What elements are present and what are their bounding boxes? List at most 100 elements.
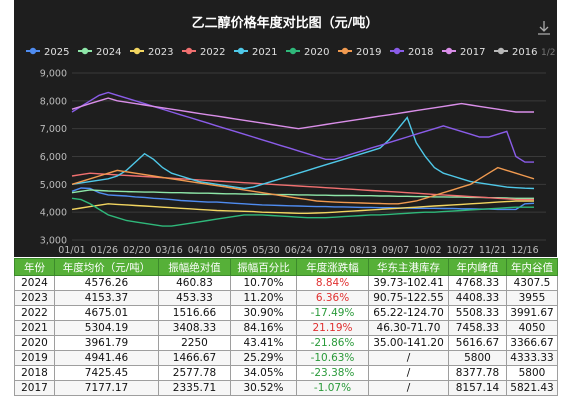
legend: 2025 2024 2023 2022 2021 2020 2019 2018 2017 2016…	[26, 47, 555, 58]
table-cell-avg: 5304.19	[54, 320, 159, 336]
table-row: 2019 4941.46 1466.67 25.29% -10.63%/5800 4333…	[14, 350, 558, 366]
table-cell-stock: 90.75-122.55	[368, 290, 449, 306]
series-line-2020	[71, 197, 534, 227]
table-cell-amp_abs: 2335.71	[158, 380, 231, 396]
grid	[72, 72, 546, 241]
table-cell-peak: 5616.67	[448, 335, 507, 351]
legend-item-2019[interactable]: 2019	[338, 47, 381, 58]
column-header: 年内谷值	[506, 258, 558, 276]
legend-item-2023[interactable]: 2023	[130, 47, 173, 58]
table-cell-amp_abs: 460.83	[158, 275, 231, 291]
table-cell-stock: 46.30-71.70	[368, 320, 449, 336]
chart-panel: 乙二醇价格年度对比图（元/吨） 2025 2024 2023 2022 2021 2020…	[14, 0, 557, 257]
legend-label: 2021	[252, 47, 277, 58]
legend-label: 2020	[304, 47, 329, 58]
x-tick-label: 04/10	[188, 245, 215, 256]
table-cell-amp_pct: 25.29%	[230, 350, 297, 366]
legend-pager[interactable]: 1/2	[541, 48, 555, 58]
series-line-2025	[71, 187, 535, 211]
table-cell-change: -23.38%	[296, 365, 369, 381]
table-cell-stock: /	[368, 380, 449, 396]
table-header-row: 年份 年度均价（元/吨） 振幅绝对值 振幅百分比 年度涨跌幅 华东主港库存 年内峰值 年内谷值	[14, 258, 558, 276]
table-cell-amp_abs: 2577.78	[158, 365, 231, 381]
table-row: 2017 7177.17 2335.71 30.52% -1.07%/8157.14 58…	[14, 380, 558, 396]
table-cell-amp_abs: 1516.66	[158, 305, 231, 321]
line-chart: 乙二醇价格年度对比图（元/吨） 2025 2024 2023 2022 2021 2020…	[26, 15, 555, 256]
table-row: 2024 4576.26 460.83 10.70% 8.84% 39.73-102.41…	[14, 275, 558, 291]
x-tick-label: 10/02	[414, 245, 441, 256]
series-lines	[71, 91, 535, 227]
x-tick-label: 05/05	[220, 245, 247, 256]
table-cell-avg: 4153.37	[54, 290, 159, 306]
table-row: 2023 4153.37 453.33 11.20% 6.36% 90.75-122.55…	[14, 290, 558, 306]
table-cell-change: -17.49%	[296, 305, 369, 321]
y-tick-label: 5,000	[40, 180, 67, 191]
y-tick-label: 7,000	[40, 124, 67, 135]
column-header: 年度均价（元/吨）	[54, 258, 159, 276]
table-cell-trough: 3991.67	[506, 305, 558, 321]
download-icon[interactable]	[538, 21, 550, 35]
table-cell-stock: 35.00-141.20	[368, 335, 449, 351]
x-tick-label: 08/13	[349, 245, 376, 256]
table-cell-avg: 3961.79	[54, 335, 159, 351]
x-tick-label: 03/16	[155, 245, 182, 256]
legend-item-2017[interactable]: 2017	[442, 47, 485, 58]
table-cell-year: 2018	[14, 365, 55, 381]
legend-item-2022[interactable]: 2022	[182, 47, 225, 58]
column-header: 华东主港库存	[368, 258, 449, 276]
series-line-2017	[71, 97, 534, 130]
table-cell-trough: 4307.5	[506, 275, 558, 291]
x-tick-label: 05/30	[252, 245, 279, 256]
x-tick-label: 01/01	[58, 245, 85, 256]
table-cell-trough: 4333.33	[506, 350, 558, 366]
y-axis: 3,000 4,000 5,000 6,000 7,000 8,000 9,000	[40, 69, 67, 247]
legend-label: 2019	[356, 47, 381, 58]
table-cell-year: 2017	[14, 380, 55, 396]
table-cell-change: 21.19%	[296, 320, 369, 336]
table-cell-change: 6.36%	[296, 290, 369, 306]
table-cell-amp_pct: 10.70%	[230, 275, 297, 291]
table-body: 2024 4576.26 460.83 10.70% 8.84% 39.73-102.41…	[14, 275, 558, 396]
table-cell-year: 2020	[14, 335, 55, 351]
column-header: 年份	[14, 258, 55, 276]
legend-item-2018[interactable]: 2018	[390, 47, 433, 58]
table-cell-change: -1.07%	[296, 380, 369, 396]
table-cell-trough: 3366.67	[506, 335, 558, 351]
column-header: 振幅绝对值	[158, 258, 231, 276]
legend-item-2020[interactable]: 2020	[286, 47, 329, 58]
table-cell-avg: 7425.45	[54, 365, 159, 381]
table-cell-change: 8.84%	[296, 275, 369, 291]
table-cell-change: -10.63%	[296, 350, 369, 366]
table-cell-amp_abs: 453.33	[158, 290, 231, 306]
column-header: 年度涨跌幅	[296, 258, 369, 276]
column-header: 年内峰值	[448, 258, 507, 276]
table-cell-peak: 8377.78	[448, 365, 507, 381]
table-cell-trough: 5800	[506, 365, 558, 381]
table-cell-amp_pct: 30.90%	[230, 305, 297, 321]
legend-item-2021[interactable]: 2021	[234, 47, 277, 58]
series-line-2022	[71, 172, 534, 201]
table-cell-year: 2024	[14, 275, 55, 291]
legend-item-2025[interactable]: 2025	[26, 47, 69, 58]
x-tick-label: 10/27	[447, 245, 474, 256]
table-cell-avg: 4576.26	[54, 275, 159, 291]
legend-item-2024[interactable]: 2024	[78, 47, 121, 58]
y-tick-label: 9,000	[40, 69, 67, 80]
x-tick-label: 09/07	[382, 245, 409, 256]
table-cell-stock: 65.22-124.70	[368, 305, 449, 321]
legend-label: 2018	[408, 47, 433, 58]
legend-label: 2022	[200, 47, 225, 58]
legend-item-2016[interactable]: 2016	[494, 47, 537, 58]
legend-label: 2025	[44, 47, 69, 58]
table-row: 2022 4675.01 1516.66 30.90% -17.49% 65.22-124…	[14, 305, 558, 321]
legend-label: 2017	[460, 47, 485, 58]
table-cell-avg: 4941.46	[54, 350, 159, 366]
table-row: 2020 3961.79 2250 43.41% -21.86% 35.00-141.20…	[14, 335, 558, 351]
x-axis: 01/01 01/26 02/20 03/16 04/10 05/05 05/30 06/24…	[58, 245, 538, 256]
table-cell-peak: 4768.33	[448, 275, 507, 291]
table-cell-year: 2021	[14, 320, 55, 336]
table-cell-peak: 7458.33	[448, 320, 507, 336]
series-line-2023	[71, 200, 534, 215]
table-cell-amp_pct: 34.05%	[230, 365, 297, 381]
series-line-2021	[71, 116, 535, 190]
